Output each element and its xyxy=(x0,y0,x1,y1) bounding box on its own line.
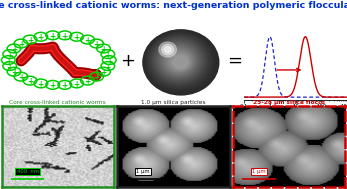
Circle shape xyxy=(163,47,195,75)
Text: +: + xyxy=(106,57,112,66)
Text: +: + xyxy=(105,63,111,72)
Circle shape xyxy=(145,31,216,92)
Circle shape xyxy=(145,32,215,91)
Circle shape xyxy=(164,46,171,53)
Text: +: + xyxy=(93,73,100,82)
Text: +: + xyxy=(84,36,91,45)
Text: +: + xyxy=(100,45,107,54)
Text: +: + xyxy=(105,51,111,60)
Title: 1.0 μm silica particles: 1.0 μm silica particles xyxy=(141,100,206,105)
Circle shape xyxy=(148,34,211,88)
Circle shape xyxy=(158,43,200,78)
Circle shape xyxy=(153,38,205,83)
Text: +: + xyxy=(100,68,107,77)
Circle shape xyxy=(151,36,207,85)
Circle shape xyxy=(159,44,198,77)
Circle shape xyxy=(144,30,218,94)
Circle shape xyxy=(149,35,209,87)
Circle shape xyxy=(168,52,191,71)
Circle shape xyxy=(169,52,190,70)
Text: +: + xyxy=(7,51,13,60)
Text: +: + xyxy=(50,32,56,41)
Text: +: + xyxy=(7,63,13,72)
Circle shape xyxy=(166,50,192,72)
Circle shape xyxy=(161,45,196,76)
Text: +: + xyxy=(27,77,33,86)
Circle shape xyxy=(156,41,201,80)
Circle shape xyxy=(166,49,193,73)
Text: +: + xyxy=(38,33,44,42)
Circle shape xyxy=(152,37,206,84)
Text: +: + xyxy=(62,81,68,90)
Text: +: + xyxy=(62,32,68,41)
Text: +: + xyxy=(93,40,100,49)
Circle shape xyxy=(146,33,214,91)
Circle shape xyxy=(164,48,194,74)
Text: +: + xyxy=(84,77,91,86)
Text: +: + xyxy=(74,80,80,89)
Text: +: + xyxy=(11,68,17,77)
Circle shape xyxy=(154,39,204,82)
Text: 1 μm: 1 μm xyxy=(136,169,150,174)
Text: 400  nm: 400 nm xyxy=(17,169,39,174)
Circle shape xyxy=(147,33,213,90)
Text: +: + xyxy=(18,40,24,49)
Text: +: + xyxy=(5,57,11,66)
Text: +: + xyxy=(120,52,135,70)
Circle shape xyxy=(147,34,212,89)
Circle shape xyxy=(157,42,201,79)
Text: +: + xyxy=(11,45,17,54)
Circle shape xyxy=(143,30,219,95)
Circle shape xyxy=(160,45,197,77)
Circle shape xyxy=(164,48,194,73)
Circle shape xyxy=(152,38,205,84)
Circle shape xyxy=(150,36,208,86)
Circle shape xyxy=(154,40,203,81)
Circle shape xyxy=(162,46,196,75)
Text: +: + xyxy=(50,81,56,90)
Circle shape xyxy=(149,35,210,87)
Title: Core cross-linked cationic worms: Core cross-linked cationic worms xyxy=(9,100,106,105)
Text: +: + xyxy=(74,33,80,42)
Circle shape xyxy=(172,55,188,69)
Circle shape xyxy=(167,51,192,72)
Circle shape xyxy=(170,53,189,70)
Circle shape xyxy=(161,44,174,55)
Text: 1 μm: 1 μm xyxy=(252,169,266,174)
Circle shape xyxy=(174,57,187,68)
X-axis label: Diameter (μm): Diameter (μm) xyxy=(272,111,319,116)
Title: 25-28 μm silica floccs: 25-28 μm silica floccs xyxy=(253,100,325,105)
Text: +: + xyxy=(38,80,44,89)
Text: =: = xyxy=(227,52,242,70)
Text: +: + xyxy=(27,36,33,45)
Text: +: + xyxy=(18,73,24,82)
Text: Core cross-linked cationic worms: next-generation polymeric flocculants: Core cross-linked cationic worms: next-g… xyxy=(0,1,347,10)
Circle shape xyxy=(143,30,219,95)
Circle shape xyxy=(159,43,199,78)
Circle shape xyxy=(144,31,217,93)
Circle shape xyxy=(159,42,176,57)
Circle shape xyxy=(155,40,202,81)
Circle shape xyxy=(171,54,189,69)
Circle shape xyxy=(173,56,188,68)
